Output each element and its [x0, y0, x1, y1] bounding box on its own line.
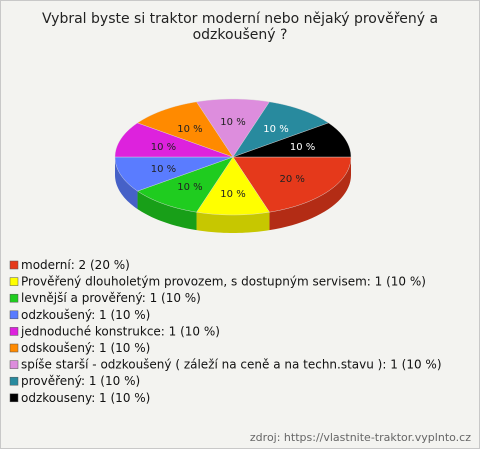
value-label: 10 %	[151, 164, 176, 175]
source: zdroj: https://vlastnite-traktor.vyplnto…	[250, 431, 471, 444]
legend-swatch	[9, 277, 19, 286]
slice	[232, 101, 329, 158]
slice	[137, 101, 234, 158]
legend-label: jednoduché konstrukce: 1 (10 %)	[20, 324, 220, 338]
legend-swatch	[9, 343, 19, 353]
legend-swatch	[9, 376, 19, 386]
value-label: 10 %	[177, 182, 202, 193]
value-label: 10 %	[220, 117, 245, 128]
slice-side	[115, 157, 138, 210]
legend-swatch	[9, 310, 19, 320]
legend-swatch	[9, 293, 19, 303]
value-label: 20 %	[279, 174, 304, 185]
legend-label: Prověřený dlouholetým provozem, s dostup…	[21, 275, 426, 289]
legend-swatch	[9, 360, 19, 369]
slice	[196, 98, 270, 158]
value-label: 10 %	[220, 189, 245, 200]
legend-label: spíše starší - odzkoušený ( záleží na ce…	[21, 358, 442, 372]
slice	[114, 122, 234, 158]
value-label: 10 %	[263, 124, 288, 135]
legend-label: moderní: 2 (20 %)	[21, 258, 130, 272]
slice-side	[196, 212, 270, 233]
legend-swatch	[9, 327, 19, 336]
legend-swatch	[9, 393, 19, 403]
slice	[232, 156, 352, 213]
legend-swatch	[9, 260, 19, 270]
legend-label: prověřený: 1 (10 %)	[21, 374, 140, 388]
legend-label: odzkouseny: 1 (10 %)	[21, 391, 150, 405]
chart-title: Vybral byste si traktor moderní nebo něj…	[41, 11, 439, 43]
slice-side	[269, 157, 351, 231]
slice	[137, 156, 234, 213]
value-label: 10 %	[177, 124, 202, 135]
legend-label: odzkoušený: 1 (10 %)	[21, 308, 150, 322]
slice-side	[137, 191, 197, 231]
slice	[196, 156, 270, 216]
legend-label: odskoušený: 1 (10 %)	[21, 341, 150, 355]
value-label: 10 %	[151, 142, 176, 153]
slice	[114, 156, 234, 192]
slice	[232, 122, 352, 158]
value-label: 10 %	[290, 142, 315, 153]
legend-label: levnější a prověřený: 1 (10 %)	[21, 291, 201, 305]
